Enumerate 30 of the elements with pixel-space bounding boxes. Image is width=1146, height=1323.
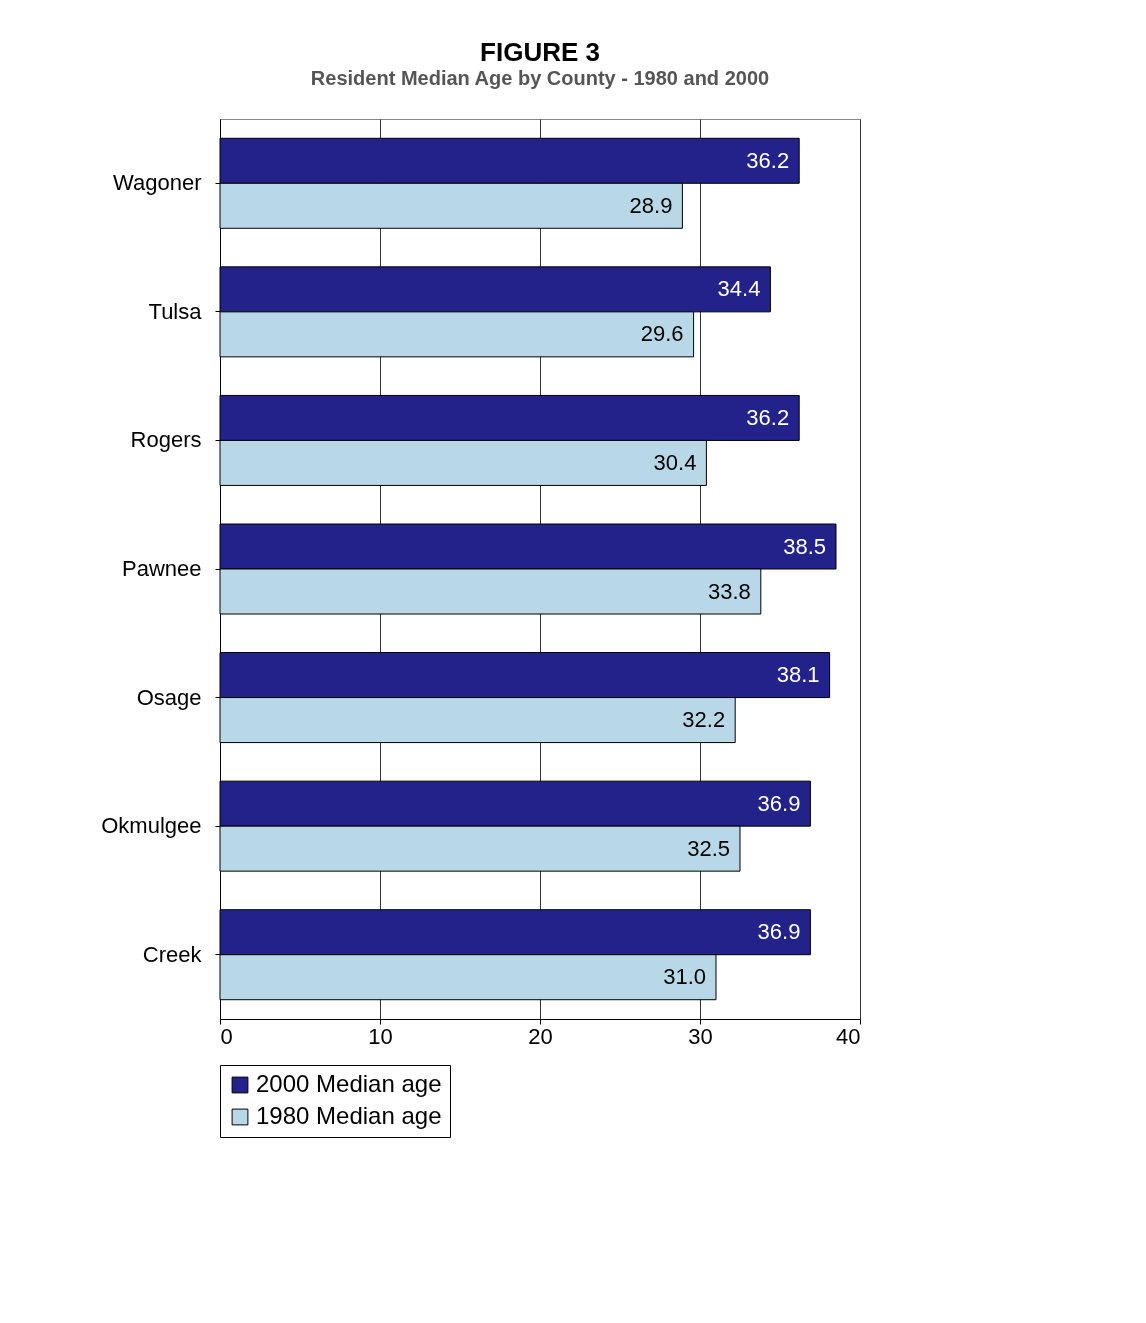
y-tick-label: Tulsa: [148, 298, 203, 324]
data-label: 38.5: [783, 533, 826, 559]
y-tick-label: Creek: [142, 941, 203, 967]
data-label: 29.6: [640, 321, 684, 347]
data-label: 38.1: [776, 662, 820, 688]
data-label: 36.9: [757, 919, 801, 945]
x-tick-label: 10: [368, 1023, 393, 1049]
data-label: 36.2: [746, 404, 790, 430]
x-tick-label: 30: [688, 1023, 713, 1049]
legend-label: 1980 Median age: [256, 1102, 442, 1129]
chart-subtitle: Resident Median Age by County - 1980 and 2000: [310, 67, 770, 89]
y-tick-label: Okmulgee: [101, 813, 202, 839]
y-tick-label: Wagoner: [113, 170, 202, 196]
x-tick-label: 0: [220, 1023, 233, 1049]
data-label: 36.9: [757, 790, 801, 816]
y-tick-label: Pawnee: [121, 556, 202, 581]
legend-label: 2000 Median age: [256, 1070, 442, 1097]
y-tick-label: Osage: [136, 684, 202, 710]
data-label: 31.0: [663, 964, 706, 990]
x-tick-label: 40: [836, 1023, 861, 1049]
data-label: 33.8: [707, 578, 751, 604]
data-label: 36.2: [746, 147, 790, 173]
data-label: 32.2: [682, 707, 726, 733]
data-label: 28.9: [629, 192, 673, 218]
y-tick-label: Rogers: [130, 427, 202, 453]
x-tick-label: 20: [528, 1023, 553, 1049]
data-label: 34.4: [717, 276, 761, 302]
data-label: 30.4: [653, 449, 697, 475]
chart-title: FIGURE 3: [480, 37, 600, 67]
data-label: 32.5: [687, 835, 730, 861]
